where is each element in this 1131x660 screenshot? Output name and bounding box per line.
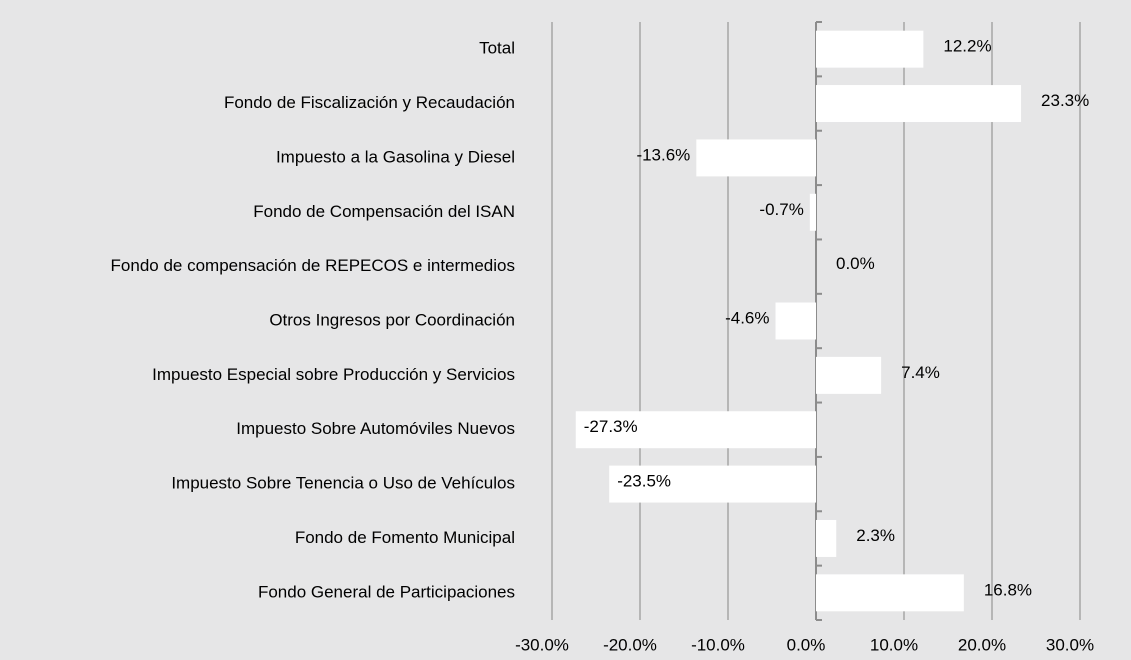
data-label: 12.2% bbox=[943, 37, 991, 56]
data-label: 2.3% bbox=[856, 526, 895, 545]
data-label: 0.0% bbox=[836, 254, 875, 273]
category-label: Impuesto Especial sobre Producción y Ser… bbox=[152, 365, 515, 384]
x-tick-label: 0.0% bbox=[787, 635, 826, 654]
data-label: -4.6% bbox=[725, 308, 769, 327]
data-label: 23.3% bbox=[1041, 91, 1089, 110]
bar bbox=[575, 411, 816, 449]
category-label: Impuesto Sobre Tenencia o Uso de Vehícul… bbox=[171, 474, 515, 493]
x-tick-label: 10.0% bbox=[870, 635, 918, 654]
data-label: 7.4% bbox=[901, 363, 940, 382]
data-label: -23.5% bbox=[617, 472, 671, 491]
category-label: Fondo de compensación de REPECOS e inter… bbox=[111, 256, 515, 275]
category-label: Fondo de Fiscalización y Recaudación bbox=[224, 93, 515, 112]
x-tick-label: -10.0% bbox=[691, 635, 745, 654]
bar bbox=[609, 465, 816, 503]
x-tick-label: -20.0% bbox=[603, 635, 657, 654]
category-label: Otros Ingresos por Coordinación bbox=[269, 310, 515, 329]
category-label: Fondo de Compensación del ISAN bbox=[253, 202, 515, 221]
data-label: -27.3% bbox=[584, 417, 638, 436]
bar bbox=[696, 139, 816, 177]
category-label: Fondo General de Participaciones bbox=[258, 582, 515, 601]
bar bbox=[816, 30, 924, 68]
bar bbox=[809, 193, 816, 231]
category-label: Impuesto a la Gasolina y Diesel bbox=[276, 147, 515, 166]
data-label: 16.8% bbox=[984, 580, 1032, 599]
bar bbox=[816, 85, 1022, 123]
x-tick-label: 20.0% bbox=[958, 635, 1006, 654]
category-label: Fondo de Fomento Municipal bbox=[295, 528, 515, 547]
x-tick-label: -30.0% bbox=[515, 635, 569, 654]
bar bbox=[816, 356, 882, 394]
x-tick-label: 30.0% bbox=[1046, 635, 1094, 654]
bar bbox=[816, 574, 964, 612]
bar bbox=[775, 302, 816, 340]
category-label: Impuesto Sobre Automóviles Nuevos bbox=[236, 419, 515, 438]
category-label: Total bbox=[479, 39, 515, 58]
data-label: -13.6% bbox=[636, 145, 690, 164]
bar bbox=[816, 519, 837, 557]
data-label: -0.7% bbox=[759, 200, 803, 219]
